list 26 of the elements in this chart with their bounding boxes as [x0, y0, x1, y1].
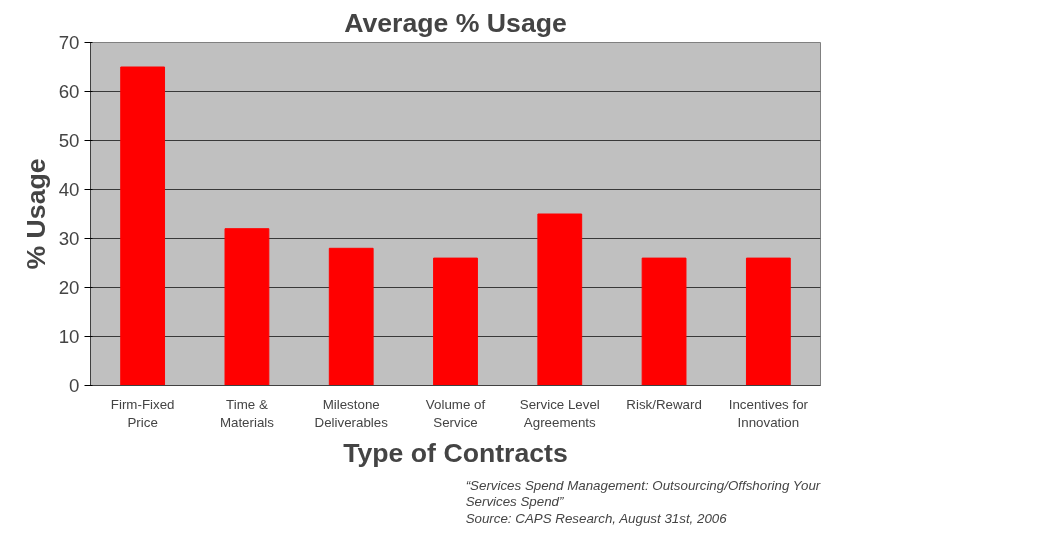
y-tick-label: 20	[58, 277, 80, 298]
x-tick-label: Incentives for Innovation	[728, 396, 809, 430]
x-tick-label: Risk/Reward	[626, 396, 702, 412]
bar	[328, 247, 374, 386]
bar	[120, 66, 166, 386]
x-tick-label: Time & Materials	[219, 396, 275, 430]
y-tick-label: 10	[58, 326, 80, 347]
x-tick-label: Firm-Fixed Price	[110, 396, 175, 430]
bar	[745, 257, 791, 386]
y-tick-label: 0	[69, 375, 80, 396]
text: “Services Spend Management: Outsourcing/Offshoring Your Services Spend” Source: CAPS Research, August 31st, 2006	[465, 477, 821, 526]
x-tick-label: Service Level Agreements	[519, 396, 600, 430]
y-tick-label: 70	[58, 32, 80, 53]
y-tick-label: 30	[58, 228, 80, 249]
bar	[537, 213, 583, 386]
x-tick-label: Milestone Deliverables	[314, 396, 389, 430]
y-tick-label: 50	[58, 130, 80, 151]
x-axis-title: Type of Contracts	[343, 437, 568, 468]
bar	[641, 257, 687, 386]
x-tick-label: Volume of Service	[425, 396, 486, 430]
bar	[224, 228, 270, 386]
bar	[433, 257, 478, 386]
y-tick-label: 60	[58, 81, 80, 102]
chart-title: Average % Usage	[344, 7, 567, 38]
y-tick-label: 40	[58, 179, 80, 200]
y-axis-title: % Usage	[20, 158, 51, 270]
